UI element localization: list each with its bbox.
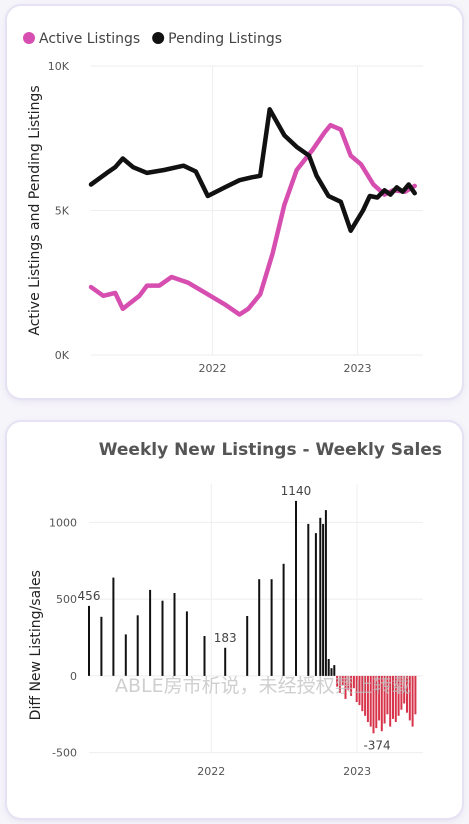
bar: [347, 675, 350, 690]
bar: [295, 500, 297, 676]
x-tick-label: 2023: [343, 765, 371, 778]
data-label: 1140: [281, 484, 312, 498]
bar: [369, 675, 372, 727]
bar: [173, 593, 176, 676]
bar: [403, 675, 406, 704]
legend-label-1: Pending Listings: [168, 31, 282, 47]
bar: [378, 675, 381, 721]
bar: [341, 675, 344, 686]
bar: [406, 675, 408, 713]
data-label: 456: [78, 589, 101, 603]
bar: [352, 675, 355, 689]
bar: [307, 523, 310, 676]
bar: [375, 675, 378, 729]
y-tick-label: 0K: [55, 349, 70, 362]
bar: [112, 577, 115, 676]
x-tick-label: 2022: [199, 362, 227, 375]
y-tick-label: 5K: [55, 205, 70, 218]
bar: [411, 675, 414, 727]
bar: [324, 510, 327, 676]
x-tick-label: 2023: [343, 362, 371, 375]
bar: [322, 523, 325, 676]
y-axis-title: Active Listings and Pending Listings: [27, 85, 43, 335]
bar: [319, 517, 322, 676]
data-label: 183: [214, 631, 237, 645]
bar: [397, 675, 400, 716]
series-line-active-listings: [88, 122, 417, 317]
legend-label-0: Active Listings: [39, 31, 140, 47]
bar: [330, 668, 333, 676]
bar: [408, 675, 411, 721]
bar: [100, 616, 103, 676]
bar: [400, 675, 403, 710]
bar: [224, 647, 227, 676]
bar: [88, 605, 90, 676]
bar: [246, 616, 249, 676]
y-tick-label: 10K: [48, 60, 70, 73]
bar: [333, 665, 336, 676]
bar: [149, 589, 152, 676]
bar: [414, 675, 417, 715]
diff-card: Weekly New Listings - Weekly Sales -500 0 5…: [7, 422, 462, 818]
y-tick-label: 500: [56, 593, 77, 606]
bar: [364, 675, 367, 716]
bar: [358, 675, 361, 706]
bar: [380, 675, 383, 732]
watermark-text: ABLE房市析说，未经授权禁止转载: [115, 675, 411, 697]
bar: [270, 579, 273, 676]
series-line-pending-listings: [88, 107, 417, 233]
y-tick-label: 0: [70, 670, 77, 683]
legend-marker-0: [23, 32, 35, 44]
listings-card: 0K 5K 10K 2022 2023 Active Listings and Pendi…: [7, 6, 462, 398]
chart-title: Weekly New Listings - Weekly Sales: [99, 440, 442, 460]
bar: [355, 675, 358, 702]
bar: [136, 615, 139, 676]
bar: [203, 636, 206, 676]
bar: [327, 659, 330, 676]
bar: [389, 675, 392, 727]
y-tick-label: -500: [52, 747, 77, 760]
data-label: -374: [363, 738, 390, 752]
bar: [282, 563, 285, 676]
bar: [338, 675, 341, 693]
bar: [372, 675, 375, 734]
listings-line-chart: 0K 5K 10K 2022 2023 Active Listings and Pendi…: [23, 31, 423, 375]
y-tick-label: 1000: [49, 516, 77, 529]
x-tick-label: 2022: [197, 765, 225, 778]
bar: [258, 579, 261, 676]
bar: [161, 600, 164, 676]
legend-marker-1: [152, 32, 165, 44]
bar: [124, 634, 127, 676]
bar: [344, 675, 347, 699]
bar: [361, 675, 364, 712]
bar: [336, 675, 339, 687]
bar: [392, 675, 394, 719]
bar: [350, 675, 353, 696]
bar: [314, 533, 317, 676]
diff-bar-chart: Weekly New Listings - Weekly Sales -500 0 5…: [28, 440, 442, 778]
bar: [386, 675, 389, 715]
bar: [383, 675, 386, 724]
y-axis-title: Diff New Listing/sales: [28, 570, 44, 720]
bar: [185, 611, 188, 676]
bar: [394, 675, 397, 722]
bar: [366, 675, 369, 722]
